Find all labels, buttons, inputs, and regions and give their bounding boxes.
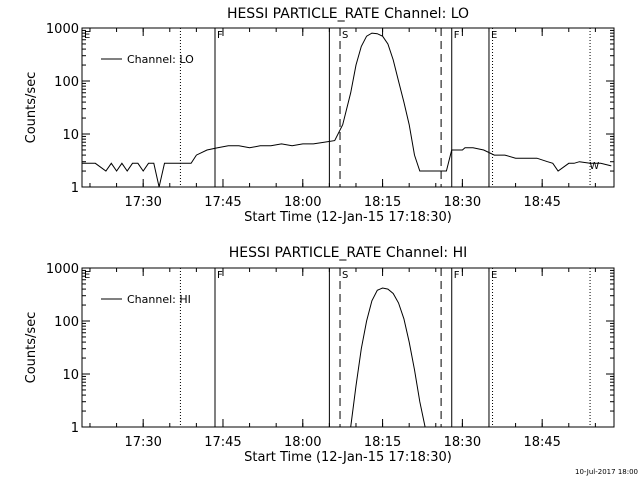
y-tick-label: 100 bbox=[54, 75, 79, 90]
y-tick-label: 10 bbox=[62, 128, 79, 143]
y-tick-label: 1000 bbox=[46, 262, 79, 277]
plot-frame bbox=[81, 267, 615, 428]
y-tick-label: 10 bbox=[62, 368, 79, 383]
y-axis-label: Counts/sec bbox=[24, 312, 39, 384]
event-marker-label: F bbox=[454, 30, 460, 41]
x-tick-label: 17:45 bbox=[204, 435, 241, 450]
y-tick-label: 1000 bbox=[46, 22, 79, 37]
event-marker-label: F bbox=[454, 270, 460, 281]
x-tick-label: 17:30 bbox=[124, 435, 161, 450]
y-tick-label: 1 bbox=[71, 421, 79, 436]
legend-label: Channel: LO bbox=[127, 53, 194, 66]
event-marker-label: S bbox=[342, 30, 348, 41]
chart-annotation: E bbox=[84, 270, 90, 281]
event-marker-label: S bbox=[342, 270, 348, 281]
event-marker-label: F bbox=[217, 30, 223, 41]
chart-title: HESSI PARTICLE_RATE Channel: HI bbox=[229, 245, 467, 261]
y-tick-label: 100 bbox=[54, 315, 79, 330]
x-tick-label: 18:00 bbox=[284, 195, 321, 210]
x-tick-label: 18:45 bbox=[523, 435, 560, 450]
legend-label: Channel: HI bbox=[127, 293, 191, 306]
event-marker-label: E bbox=[491, 270, 497, 281]
event-marker-label: F bbox=[217, 270, 223, 281]
x-axis-label: Start Time (12-Jan-15 17:18:30) bbox=[244, 210, 452, 225]
x-tick-label: 18:15 bbox=[364, 195, 401, 210]
x-tick-label: 17:45 bbox=[204, 195, 241, 210]
chart-panel-lo: HESSI PARTICLE_RATE Channel: LO 1 10 100 100… bbox=[24, 6, 615, 225]
chart-panel-hi: HESSI PARTICLE_RATE Channel: HI 1 10 100 100… bbox=[24, 245, 615, 465]
x-tick-label: 18:30 bbox=[444, 195, 481, 210]
chart-annotation: E bbox=[84, 30, 90, 41]
event-marker-label: E bbox=[491, 30, 497, 41]
y-tick-label: 1 bbox=[71, 181, 79, 196]
y-axis-label: Counts/sec bbox=[24, 72, 39, 144]
chart-title: HESSI PARTICLE_RATE Channel: LO bbox=[227, 6, 469, 22]
x-tick-label: 18:45 bbox=[523, 195, 560, 210]
series-line bbox=[350, 287, 426, 428]
x-axis-label: Start Time (12-Jan-15 17:18:30) bbox=[244, 450, 452, 465]
chart-annotation: W bbox=[589, 161, 599, 172]
x-tick-label: 18:30 bbox=[444, 435, 481, 450]
x-tick-label: 18:00 bbox=[284, 435, 321, 450]
series-line bbox=[82, 32, 612, 188]
x-tick-label: 17:30 bbox=[124, 195, 161, 210]
plot-frame bbox=[81, 27, 615, 188]
footer-date: 10-Jul-2017 18:00 bbox=[575, 468, 638, 476]
x-tick-label: 18:15 bbox=[364, 435, 401, 450]
